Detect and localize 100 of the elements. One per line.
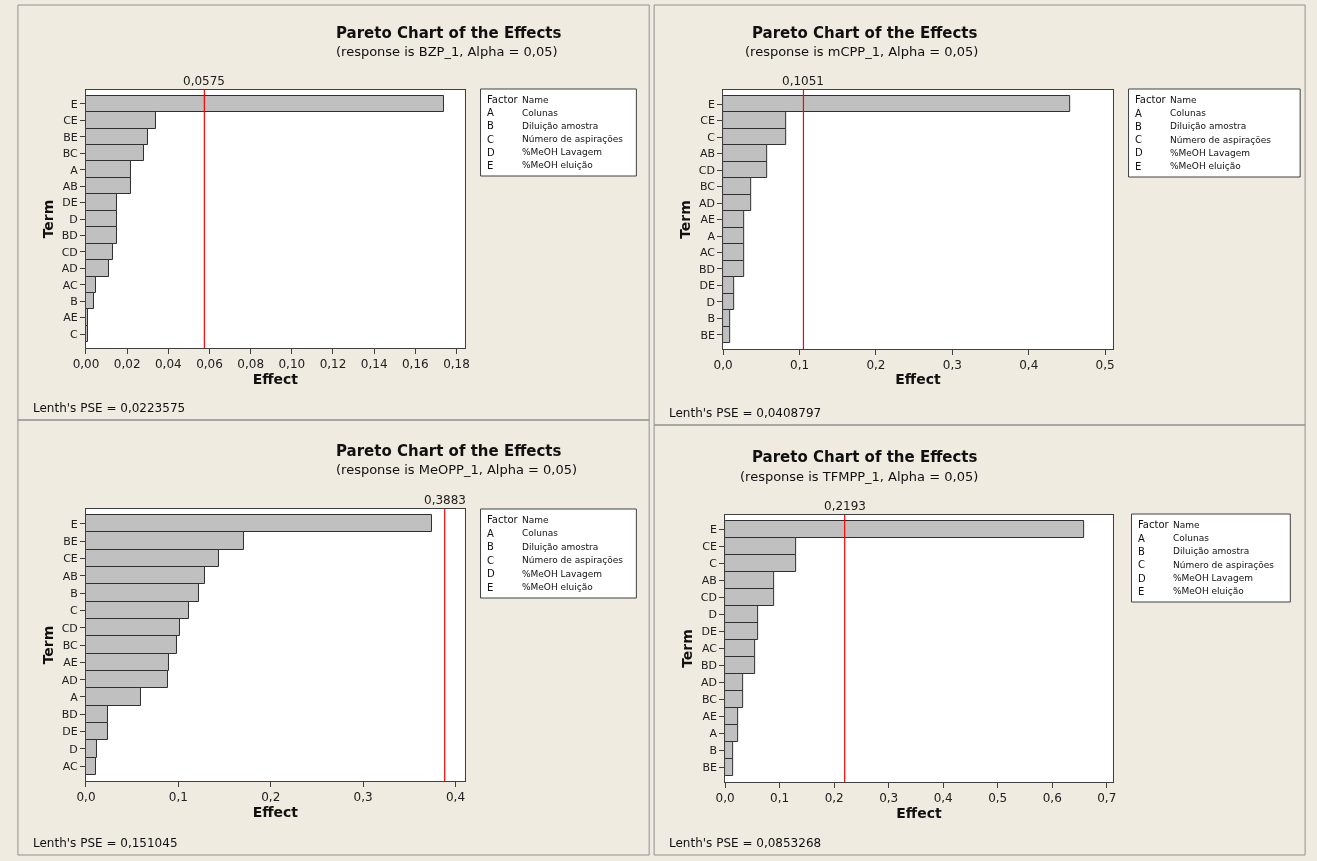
y-axis-title: Term (40, 199, 57, 239)
chart-title: Pareto Chart of the Effects (336, 442, 562, 460)
text: Lenth's PSE = 0,0408797 (669, 406, 822, 420)
text: E %MeOH eluição (1138, 586, 1244, 597)
y-tick-label: AB (62, 569, 78, 583)
y-tick-label: CD (698, 163, 715, 177)
y-tick-label: B (70, 295, 78, 309)
y-tick-label: A (707, 229, 716, 243)
y-tick-label: B (70, 586, 78, 600)
y-tick-label: C (709, 557, 718, 571)
x-tick-label: 0,14 (360, 357, 388, 372)
text: A Colunas (487, 528, 558, 539)
x-tick-label: 0,0 (76, 790, 96, 805)
y-tick-label: CE (63, 114, 78, 128)
x-tick-label: 0,7 (1097, 791, 1117, 806)
x-tick-label: 0,2 (261, 790, 281, 805)
y-tick-label: BD (700, 659, 717, 673)
x-tick-label: 0,4 (445, 790, 466, 805)
y-tick-label: B (707, 312, 715, 326)
text: C Número de aspirações (487, 134, 624, 145)
x-tick-label: 0,12 (319, 357, 347, 372)
x-tick-label: 0,5 (988, 791, 1008, 806)
y-tick-label: CD (61, 245, 78, 259)
y-tick-label: A (70, 163, 79, 177)
y-tick-label: D (69, 212, 78, 226)
x-tick-label: 0,02 (113, 357, 141, 372)
ref-line-label: 0,3883 (424, 493, 466, 507)
y-tick-label: E (70, 517, 78, 531)
text: B Diluição amostra (487, 120, 599, 131)
chart-title: Pareto Chart of the Effects (752, 448, 978, 466)
y-tick-label: E (70, 97, 78, 111)
y-tick-label: AE (700, 213, 715, 227)
y-tick-label: AD (61, 673, 78, 687)
x-tick-label: 0,06 (196, 357, 223, 372)
y-tick-label: DE (62, 196, 78, 210)
y-tick-label: BC (701, 693, 718, 707)
x-axis-title: Effect (896, 805, 942, 822)
y-tick-label: C (707, 130, 716, 144)
y-tick-label: BE (702, 761, 717, 775)
y-tick-label: CE (63, 552, 78, 566)
y-tick-label: BE (63, 534, 78, 548)
text: C Número de aspirações (487, 555, 624, 566)
text: E %MeOH eluição (487, 582, 593, 593)
x-tick-label: 0,2 (866, 358, 886, 373)
text: Lenth's PSE = 0,0853268 (669, 836, 822, 850)
y-tick-label: AB (62, 179, 78, 193)
x-tick-label: 0,1 (790, 358, 810, 373)
chart-title: Pareto Chart of the Effects (752, 24, 978, 42)
y-tick-label: BD (61, 708, 78, 722)
y-tick-label: AE (63, 656, 78, 670)
y-tick-label: DE (62, 725, 78, 739)
y-tick-label: BC (62, 147, 79, 161)
text: A Colunas (1135, 108, 1206, 119)
text: D %MeOH Lavagem (1138, 573, 1253, 584)
y-tick-label: AC (62, 760, 79, 774)
text: Factor Name (487, 94, 550, 105)
y-tick-label: BD (61, 229, 78, 243)
x-axis-title: Effect (252, 804, 299, 821)
y-tick-label: D (708, 608, 717, 622)
y-tick-label: BE (700, 328, 716, 342)
x-tick-label: 0,4 (1019, 358, 1039, 373)
chart-subtitle: (response is TFMPP_1, Alpha = 0,05) (740, 469, 979, 484)
y-tick-label: AD (61, 262, 78, 276)
chart-title: Pareto Chart of the Effects (336, 24, 562, 42)
y-axis-title: Term (40, 625, 57, 665)
y-tick-label: A (70, 690, 79, 704)
y-tick-label: AD (700, 676, 717, 690)
y-tick-label: E (709, 523, 717, 537)
y-tick-label: B (709, 744, 717, 758)
x-tick-label: 0,1 (168, 790, 188, 805)
y-tick-label: C (70, 604, 79, 618)
x-tick-label: 0,10 (278, 357, 306, 372)
chart-subtitle: (response is mCPP_1, Alpha = 0,05) (745, 44, 979, 59)
y-tick-label: BC (62, 638, 79, 652)
text: B Diluição amostra (487, 541, 599, 552)
y-tick-label: AD (698, 196, 715, 210)
y-tick-label: D (69, 742, 78, 756)
x-tick-label: 0,0 (713, 358, 733, 373)
x-tick-label: 0,2 (824, 791, 844, 806)
x-tick-label: 0,6 (1042, 791, 1062, 806)
x-tick-label: 0,08 (237, 357, 265, 372)
y-tick-label: BC (699, 180, 716, 194)
y-axis-title: Term (679, 629, 696, 668)
x-tick-label: 0,3 (353, 790, 373, 805)
x-axis-title: Effect (895, 370, 941, 387)
y-tick-label: D (706, 295, 715, 309)
y-tick-label: AB (699, 147, 715, 161)
y-tick-label: AC (699, 246, 716, 260)
text: Factor Name (487, 514, 550, 525)
ref-line-label: 0,2193 (824, 499, 866, 513)
y-axis-title: Term (677, 200, 694, 239)
x-tick-label: 0,04 (154, 357, 182, 372)
y-tick-label: CD (700, 591, 717, 605)
x-tick-label: 0,18 (443, 357, 470, 372)
y-tick-label: BE (63, 130, 78, 144)
text: Factor Name (1135, 94, 1198, 105)
x-tick-label: 0,00 (72, 357, 100, 372)
chart-subtitle: (response is BZP_1, Alpha = 0,05) (336, 44, 558, 59)
x-tick-label: 0,3 (879, 791, 899, 806)
y-tick-label: AC (62, 278, 79, 292)
